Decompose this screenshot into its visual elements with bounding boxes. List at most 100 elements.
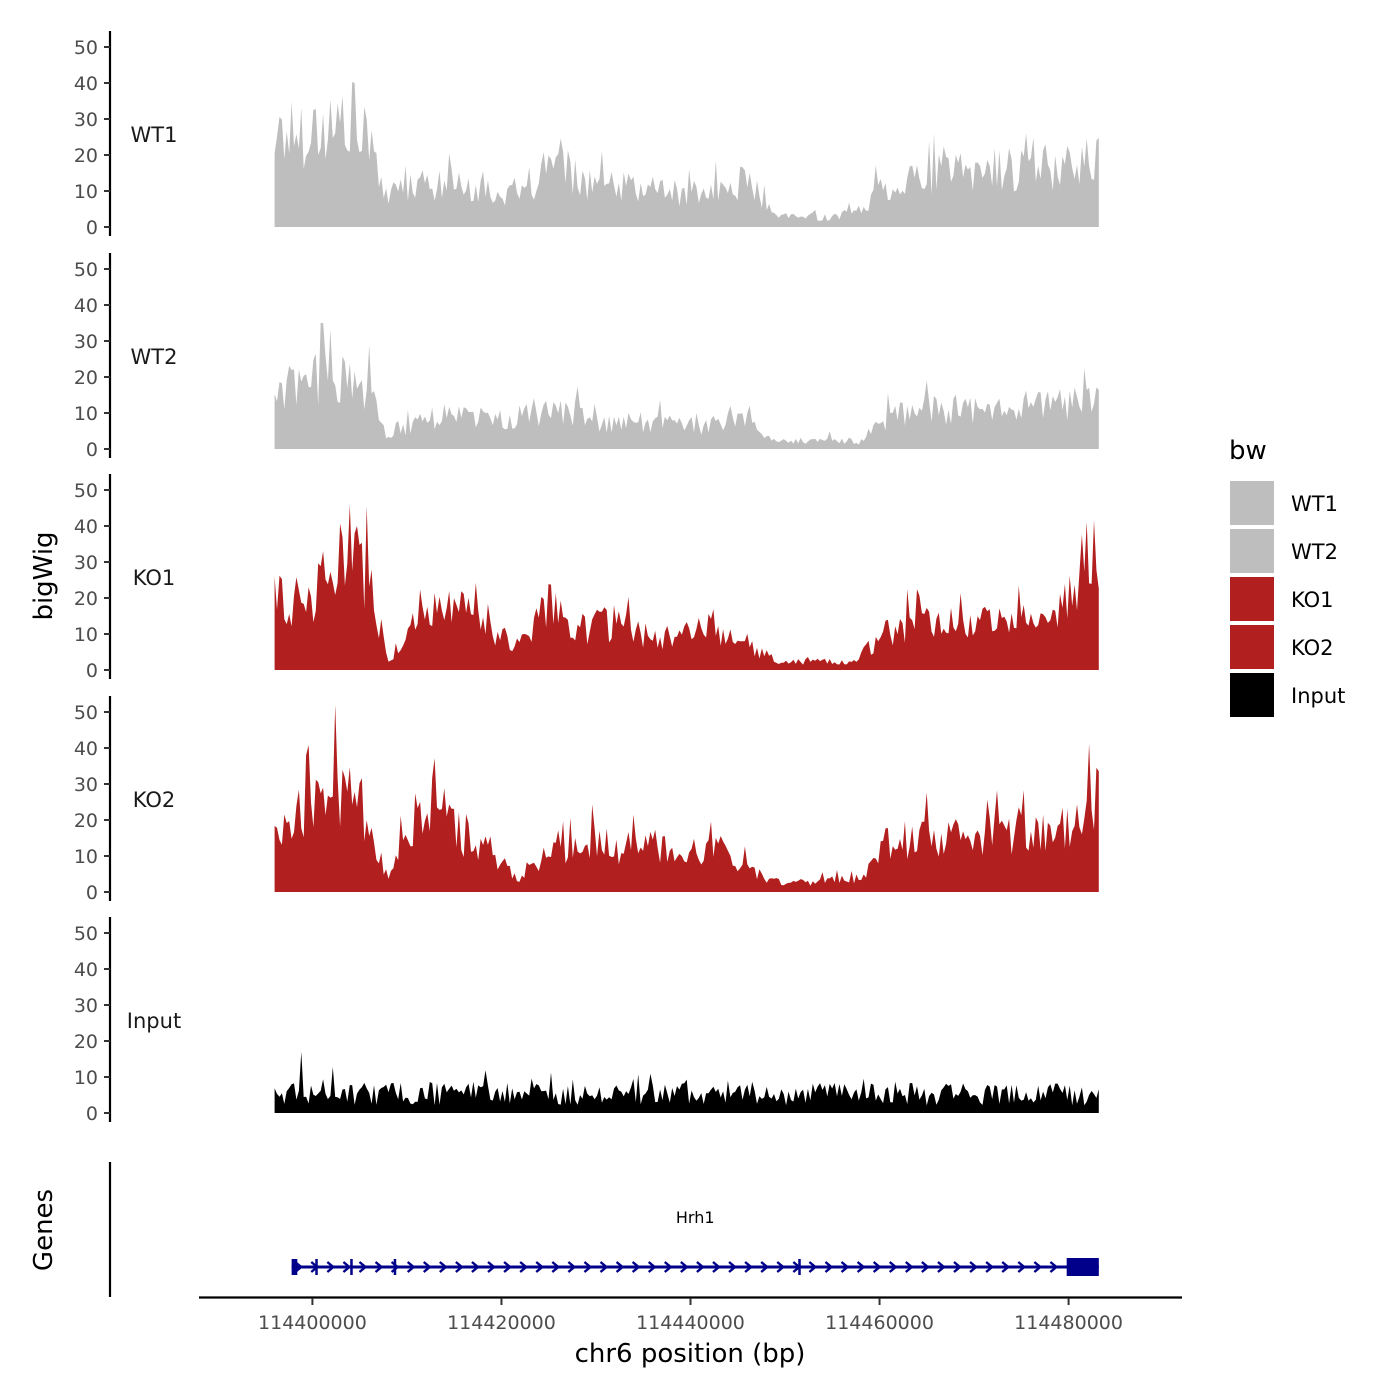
gene-strand-arrow bbox=[712, 1261, 721, 1273]
gene-strand-arrow bbox=[503, 1261, 512, 1273]
y-tick-label: 30 bbox=[74, 331, 98, 353]
gene-strand-arrow bbox=[535, 1261, 545, 1273]
legend-key-ko2 bbox=[1230, 625, 1274, 669]
gene-strand-arrow bbox=[1033, 1261, 1043, 1273]
gene-strand-arrow bbox=[567, 1261, 577, 1273]
coverage-area-wt1 bbox=[274, 82, 1099, 227]
gene-label: Hrh1 bbox=[676, 1208, 715, 1227]
legend-key-wt2 bbox=[1230, 529, 1274, 573]
gene-strand-arrow bbox=[840, 1261, 850, 1273]
coverage-area-wt2 bbox=[274, 323, 1099, 449]
y-tick-label: 30 bbox=[74, 774, 98, 796]
y-tick-label: 30 bbox=[74, 995, 98, 1017]
gene-strand-arrow bbox=[953, 1261, 962, 1273]
track-label: KO1 bbox=[133, 566, 176, 590]
gene-strand-arrow bbox=[969, 1261, 978, 1273]
gene-strand-arrow bbox=[647, 1261, 657, 1273]
gene-exon bbox=[393, 1259, 397, 1275]
coverage-area-ko1 bbox=[274, 504, 1099, 670]
gene-strand-arrow bbox=[422, 1261, 432, 1273]
gene-strand-arrow bbox=[615, 1261, 625, 1273]
gene-strand-arrow bbox=[888, 1261, 898, 1273]
legend-key-ko1 bbox=[1230, 577, 1274, 621]
y-tick-label: 20 bbox=[74, 367, 98, 389]
x-axis: 114400000 114420000 114440000 114460000 1144… bbox=[199, 1296, 1182, 1334]
gene-strand-arrow bbox=[696, 1261, 705, 1273]
gene-strand-arrow bbox=[808, 1261, 818, 1273]
gene-exon bbox=[291, 1259, 298, 1275]
gene-strand-arrow bbox=[856, 1261, 866, 1273]
y-tick-label: 0 bbox=[86, 882, 98, 904]
x-tick-label: 114440000 bbox=[636, 1312, 745, 1334]
track-ko2: 0 10 20 30 40 50 KO2 bbox=[74, 696, 1099, 904]
gene-strand-arrow bbox=[905, 1261, 914, 1273]
y-tick-label: 10 bbox=[74, 181, 98, 203]
coverage-area-input bbox=[274, 1051, 1099, 1113]
y-tick-label: 40 bbox=[74, 738, 98, 760]
legend-label: KO2 bbox=[1291, 636, 1334, 660]
gene-strand-arrow bbox=[326, 1261, 336, 1273]
legend-title: bw bbox=[1229, 436, 1267, 466]
gene-strand-arrow bbox=[455, 1261, 464, 1273]
gene-strand-arrow bbox=[776, 1261, 786, 1273]
y-tick-label: 10 bbox=[74, 1067, 98, 1089]
gene-strand-arrow bbox=[374, 1261, 384, 1273]
legend-label: Input bbox=[1291, 684, 1345, 708]
gene-track-title: Genes bbox=[29, 1189, 59, 1271]
legend-label: WT2 bbox=[1291, 540, 1338, 564]
y-tick-label: 10 bbox=[74, 624, 98, 646]
gene-exon bbox=[350, 1259, 353, 1275]
y-tick-label: 40 bbox=[74, 516, 98, 538]
x-tick-label: 114420000 bbox=[447, 1312, 556, 1334]
gene-strand-arrow bbox=[824, 1261, 834, 1273]
y-tick-label: 0 bbox=[86, 1103, 98, 1125]
track-label: Input bbox=[127, 1009, 181, 1033]
x-tick-label: 114480000 bbox=[1014, 1312, 1123, 1334]
y-tick-label: 50 bbox=[74, 923, 98, 945]
gene-strand-arrow bbox=[390, 1261, 400, 1273]
gene-strand-arrow bbox=[663, 1261, 673, 1273]
gene-strand-arrow bbox=[583, 1261, 593, 1273]
y-tick-label: 20 bbox=[74, 810, 98, 832]
track-wt1: 0 10 20 30 40 50 WT1 bbox=[74, 31, 1099, 239]
gene-strand-arrow bbox=[985, 1261, 995, 1273]
coverage-area-ko2 bbox=[274, 704, 1099, 892]
gene-strand-arrow bbox=[599, 1261, 609, 1273]
track-wt2: 0 10 20 30 40 50 WT2 bbox=[74, 253, 1099, 461]
gene-strand-arrow bbox=[1017, 1261, 1027, 1273]
gene-strand-arrow bbox=[406, 1261, 416, 1273]
gene-strand-arrow bbox=[342, 1261, 352, 1273]
y-tick-label: 50 bbox=[74, 702, 98, 724]
gene-strand-arrow bbox=[487, 1261, 496, 1273]
x-axis-title: chr6 position (bp) bbox=[575, 1339, 806, 1369]
x-tick-label: 114460000 bbox=[825, 1312, 934, 1334]
y-tick-label: 20 bbox=[74, 145, 98, 167]
gene-strand-arrow bbox=[471, 1261, 480, 1273]
y-tick-label: 0 bbox=[86, 439, 98, 461]
gene-exon bbox=[315, 1259, 318, 1275]
track-label: WT1 bbox=[131, 123, 178, 147]
x-tick-label: 114400000 bbox=[258, 1312, 367, 1334]
track-label: WT2 bbox=[131, 345, 178, 369]
gene-strand-arrow bbox=[921, 1261, 930, 1273]
y-tick-label: 50 bbox=[74, 259, 98, 281]
gene-strand-arrow bbox=[1001, 1261, 1011, 1273]
track-input: 0 10 20 30 40 50 Input bbox=[74, 917, 1099, 1125]
y-tick-label: 40 bbox=[74, 73, 98, 95]
y-tick-label: 40 bbox=[74, 295, 98, 317]
y-tick-label: 10 bbox=[74, 403, 98, 425]
gene-strand-arrow bbox=[358, 1261, 368, 1273]
gene-strand-arrow bbox=[551, 1261, 561, 1273]
gene-strand-arrow bbox=[872, 1261, 882, 1273]
legend-key-wt1 bbox=[1230, 481, 1274, 525]
coverage-tracks: 0 10 20 30 40 50 WT1 0 10 20 30 40 50 WT2 0 10 20 30 40 50 K… bbox=[74, 31, 1099, 1125]
gene-exon bbox=[798, 1259, 801, 1275]
track-ko1: 0 10 20 30 40 50 KO1 bbox=[74, 474, 1099, 682]
y-tick-label: 0 bbox=[86, 217, 98, 239]
gene-track: Hrh1 Genes bbox=[29, 1162, 1099, 1297]
y-tick-label: 50 bbox=[74, 480, 98, 502]
y-tick-label: 20 bbox=[74, 1031, 98, 1053]
y-tick-label: 50 bbox=[74, 37, 98, 59]
y-tick-label: 10 bbox=[74, 846, 98, 868]
